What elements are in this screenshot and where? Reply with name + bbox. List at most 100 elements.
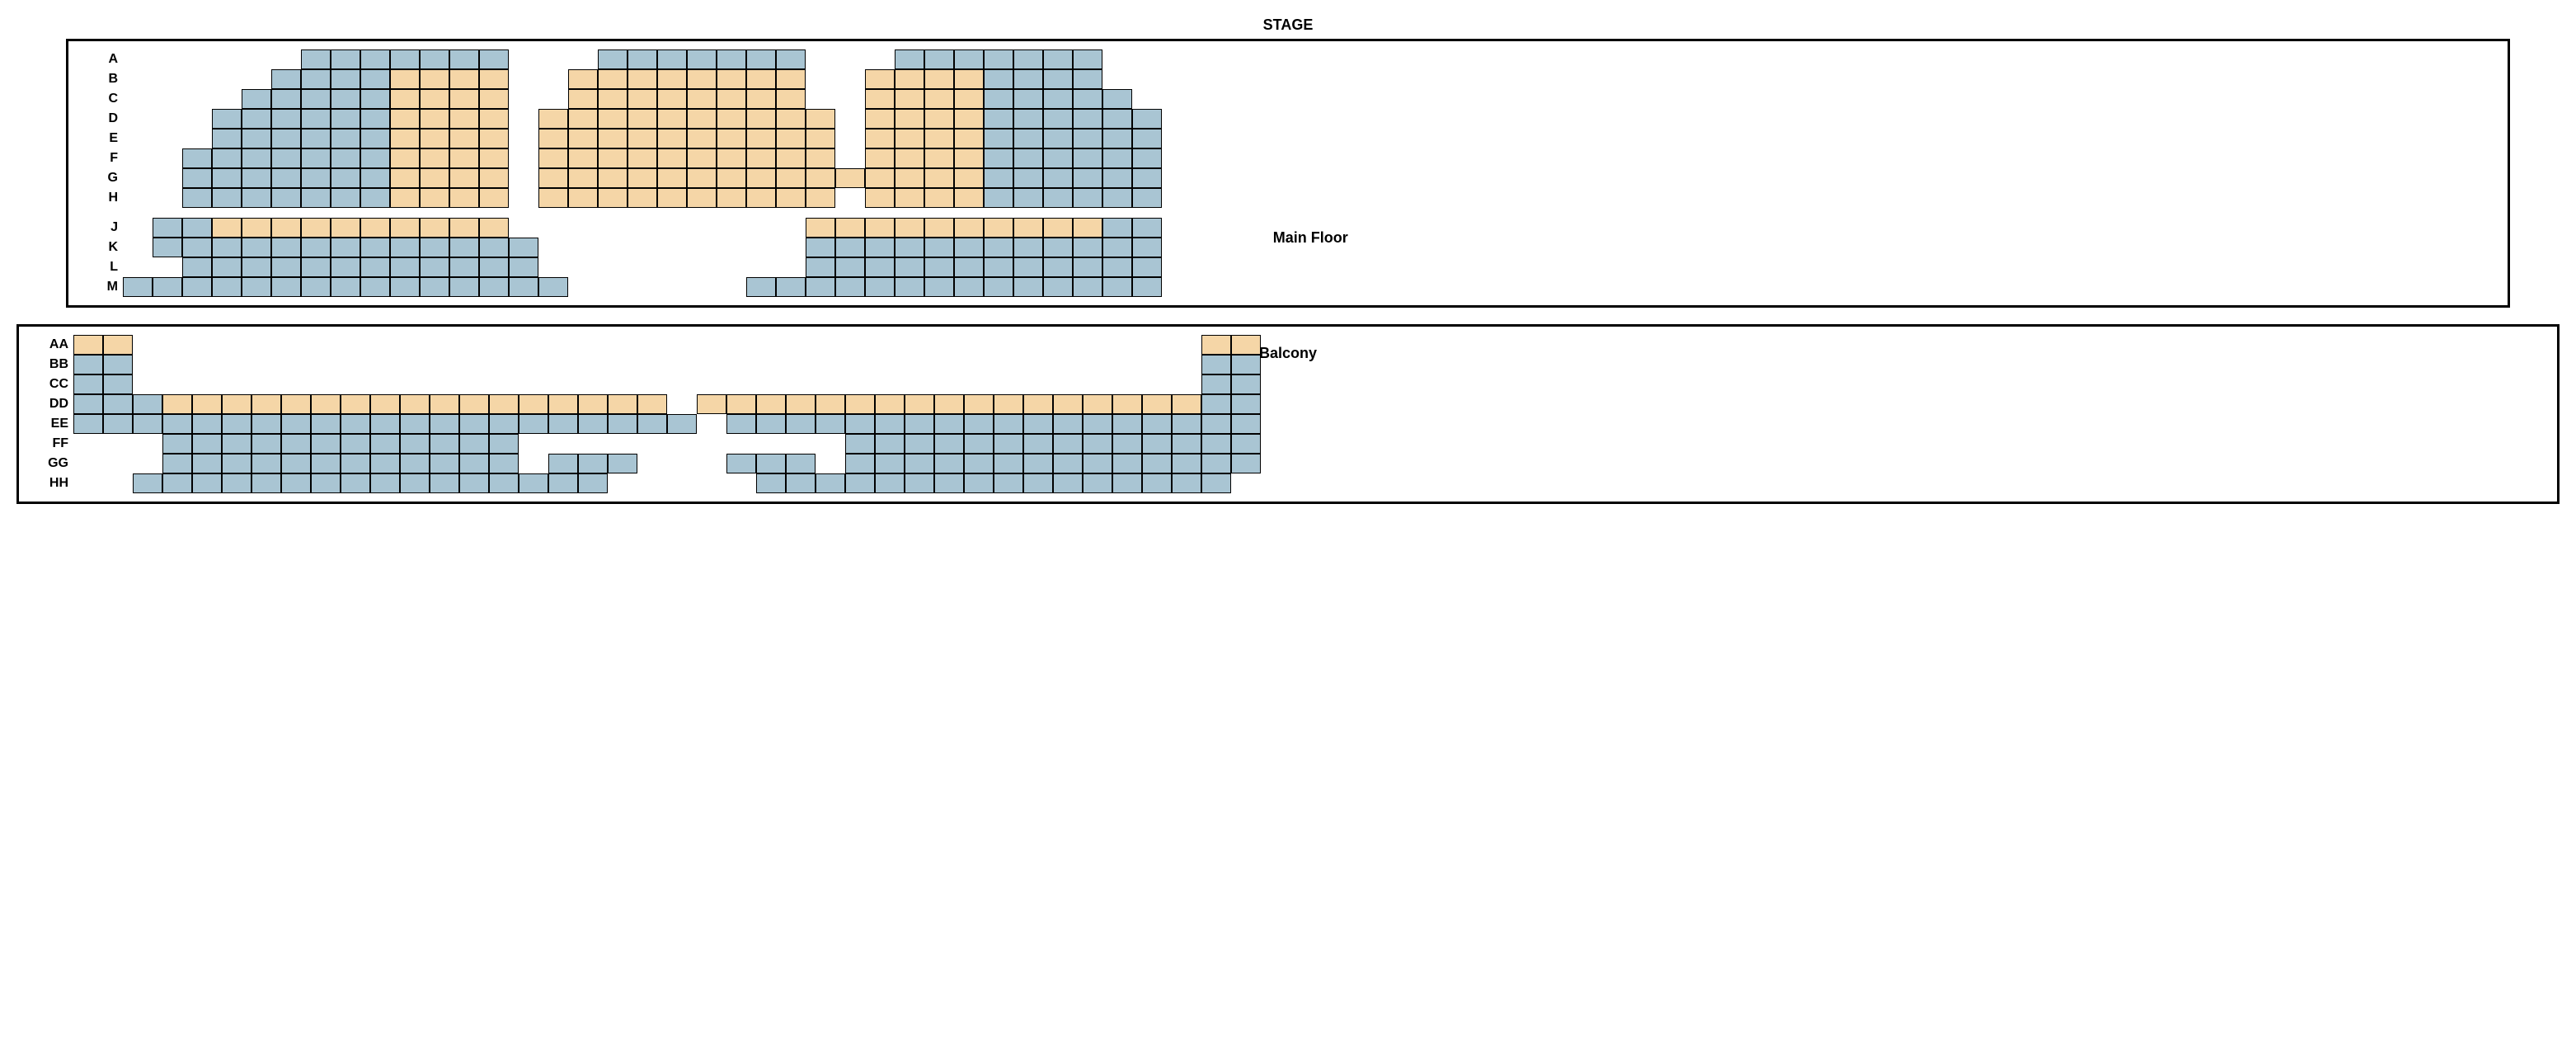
seat[interactable] <box>1073 168 1102 188</box>
seat[interactable] <box>390 168 420 188</box>
seat[interactable] <box>73 374 103 394</box>
seat[interactable] <box>370 454 400 473</box>
seat[interactable] <box>786 414 816 434</box>
seat[interactable] <box>905 434 934 454</box>
seat[interactable] <box>1132 129 1162 148</box>
seat[interactable] <box>816 394 845 414</box>
seat[interactable] <box>390 89 420 109</box>
seat[interactable] <box>756 454 786 473</box>
seat[interactable] <box>1142 473 1172 493</box>
seat[interactable] <box>390 218 420 238</box>
seat[interactable] <box>875 454 905 473</box>
seat[interactable] <box>924 168 954 188</box>
seat[interactable] <box>1023 473 1053 493</box>
seat[interactable] <box>153 238 182 257</box>
seat[interactable] <box>746 277 776 297</box>
seat[interactable] <box>806 257 835 277</box>
seat[interactable] <box>449 69 479 89</box>
seat[interactable] <box>133 414 162 434</box>
seat[interactable] <box>924 238 954 257</box>
seat[interactable] <box>994 473 1023 493</box>
seat[interactable] <box>538 277 568 297</box>
seat[interactable] <box>1013 49 1043 69</box>
seat[interactable] <box>479 277 509 297</box>
seat[interactable] <box>153 277 182 297</box>
seat[interactable] <box>271 148 301 168</box>
seat[interactable] <box>182 257 212 277</box>
seat[interactable] <box>430 434 459 454</box>
seat[interactable] <box>103 414 133 434</box>
seat[interactable] <box>271 188 301 208</box>
seat[interactable] <box>746 89 776 109</box>
seat[interactable] <box>776 148 806 168</box>
seat[interactable] <box>994 394 1023 414</box>
seat[interactable] <box>905 414 934 434</box>
seat[interactable] <box>162 394 192 414</box>
seat[interactable] <box>1231 414 1261 434</box>
seat[interactable] <box>73 355 103 374</box>
seat[interactable] <box>568 89 598 109</box>
seat[interactable] <box>895 129 924 148</box>
seat[interactable] <box>984 238 1013 257</box>
seat[interactable] <box>1043 109 1073 129</box>
seat[interactable] <box>1023 414 1053 434</box>
seat[interactable] <box>568 148 598 168</box>
seat[interactable] <box>1102 277 1132 297</box>
seat[interactable] <box>479 89 509 109</box>
seat[interactable] <box>301 277 331 297</box>
seat[interactable] <box>806 168 835 188</box>
seat[interactable] <box>311 473 341 493</box>
seat[interactable] <box>242 257 271 277</box>
seat[interactable] <box>924 109 954 129</box>
seat[interactable] <box>984 148 1013 168</box>
seat[interactable] <box>212 129 242 148</box>
seat[interactable] <box>182 218 212 238</box>
seat[interactable] <box>212 109 242 129</box>
seat[interactable] <box>1043 148 1073 168</box>
seat[interactable] <box>1043 188 1073 208</box>
seat[interactable] <box>964 454 994 473</box>
seat[interactable] <box>1102 129 1132 148</box>
seat[interactable] <box>1043 238 1073 257</box>
seat[interactable] <box>1053 414 1083 434</box>
seat[interactable] <box>1053 394 1083 414</box>
seat[interactable] <box>103 355 133 374</box>
seat[interactable] <box>875 434 905 454</box>
seat[interactable] <box>1043 89 1073 109</box>
seat[interactable] <box>1083 454 1112 473</box>
seat[interactable] <box>420 89 449 109</box>
seat[interactable] <box>162 454 192 473</box>
seat[interactable] <box>548 473 578 493</box>
seat[interactable] <box>212 188 242 208</box>
seat[interactable] <box>1201 335 1231 355</box>
seat[interactable] <box>717 109 746 129</box>
seat[interactable] <box>687 89 717 109</box>
seat[interactable] <box>746 109 776 129</box>
seat[interactable] <box>301 188 331 208</box>
seat[interactable] <box>1102 168 1132 188</box>
seat[interactable] <box>984 168 1013 188</box>
seat[interactable] <box>331 238 360 257</box>
seat[interactable] <box>875 473 905 493</box>
seat[interactable] <box>459 454 489 473</box>
seat[interactable] <box>360 69 390 89</box>
seat[interactable] <box>964 414 994 434</box>
seat[interactable] <box>133 394 162 414</box>
seat[interactable] <box>628 148 657 168</box>
seat[interactable] <box>1073 109 1102 129</box>
seat[interactable] <box>875 394 905 414</box>
seat[interactable] <box>954 218 984 238</box>
seat[interactable] <box>400 454 430 473</box>
seat[interactable] <box>242 218 271 238</box>
seat[interactable] <box>271 109 301 129</box>
seat[interactable] <box>449 109 479 129</box>
seat[interactable] <box>934 454 964 473</box>
seat[interactable] <box>657 168 687 188</box>
seat[interactable] <box>222 454 251 473</box>
seat[interactable] <box>746 49 776 69</box>
seat[interactable] <box>430 394 459 414</box>
seat[interactable] <box>1013 129 1043 148</box>
seat[interactable] <box>301 89 331 109</box>
seat[interactable] <box>459 414 489 434</box>
seat[interactable] <box>1102 89 1132 109</box>
